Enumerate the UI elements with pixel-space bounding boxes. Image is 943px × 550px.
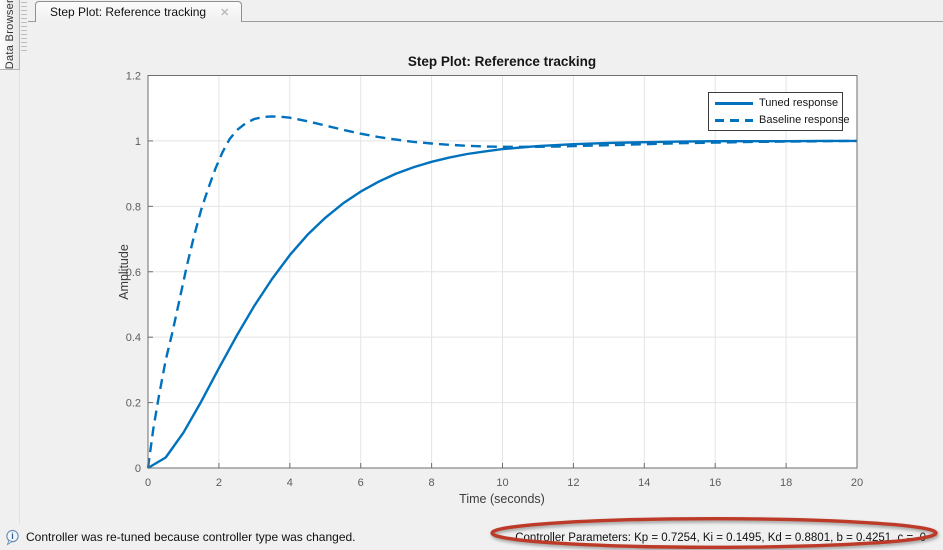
x-tick-label: 12 [567,477,579,489]
x-tick-label: 16 [709,477,721,489]
tab-step-plot[interactable]: Step Plot: Reference tracking ✕ [35,1,243,22]
legend[interactable]: Tuned response Baseline response [708,92,850,131]
x-tick-label: 10 [496,477,508,489]
svg-text:i: i [11,531,13,541]
x-tick-label: 0 [145,477,151,489]
legend-label: Tuned response [759,97,839,109]
legend-item-tuned[interactable]: Tuned response [715,97,839,109]
x-tick-label: 8 [429,477,435,489]
y-tick-label: 1.2 [126,71,141,83]
curve-tuned-response[interactable] [147,139,857,470]
x-tick-label: 20 [851,477,863,489]
info-icon: i [6,529,19,545]
y-tick-label: 0.6 [126,267,141,279]
y-tick-label: 0.4 [126,332,141,344]
legend-label: Baseline response [759,114,850,126]
dashed-line-swatch-icon [715,118,753,122]
x-tick-label: 14 [638,477,650,489]
chart-title: Step Plot: Reference tracking [407,54,597,69]
y-axis-label: Amplitude [117,244,131,300]
status-bar: i Controller was re-tuned because contro… [0,524,943,550]
close-icon[interactable]: ✕ [220,6,230,19]
solid-line-swatch-icon [715,101,753,105]
status-message: Controller was re-tuned because controll… [26,530,356,544]
x-tick-label: 2 [216,477,222,489]
legend-item-baseline[interactable]: Baseline response [715,114,850,126]
x-tick-label: 18 [780,477,792,489]
data-browser-strip [0,70,20,524]
document-tab-bar: Step Plot: Reference tracking ✕ [28,0,943,22]
x-tick-label: 4 [287,477,293,489]
x-tick-label: 6 [358,477,364,489]
curve-baseline-response[interactable] [146,115,858,469]
tab-label: Step Plot: Reference tracking [50,5,207,19]
y-tick-label: 1 [135,136,141,148]
y-tick-label: 0 [135,463,141,475]
x-axis-label: Time (seconds) [459,492,545,506]
data-browser-tab[interactable]: Data Browser [0,0,20,70]
splitter-grip-icon[interactable] [21,2,27,54]
y-tick-label: 0.8 [126,201,141,213]
controller-parameters-text: Controller Parameters: Kp = 0.7254, Ki =… [515,532,926,544]
data-browser-label: Data Browser [3,0,16,70]
y-tick-label: 0.2 [126,398,141,410]
